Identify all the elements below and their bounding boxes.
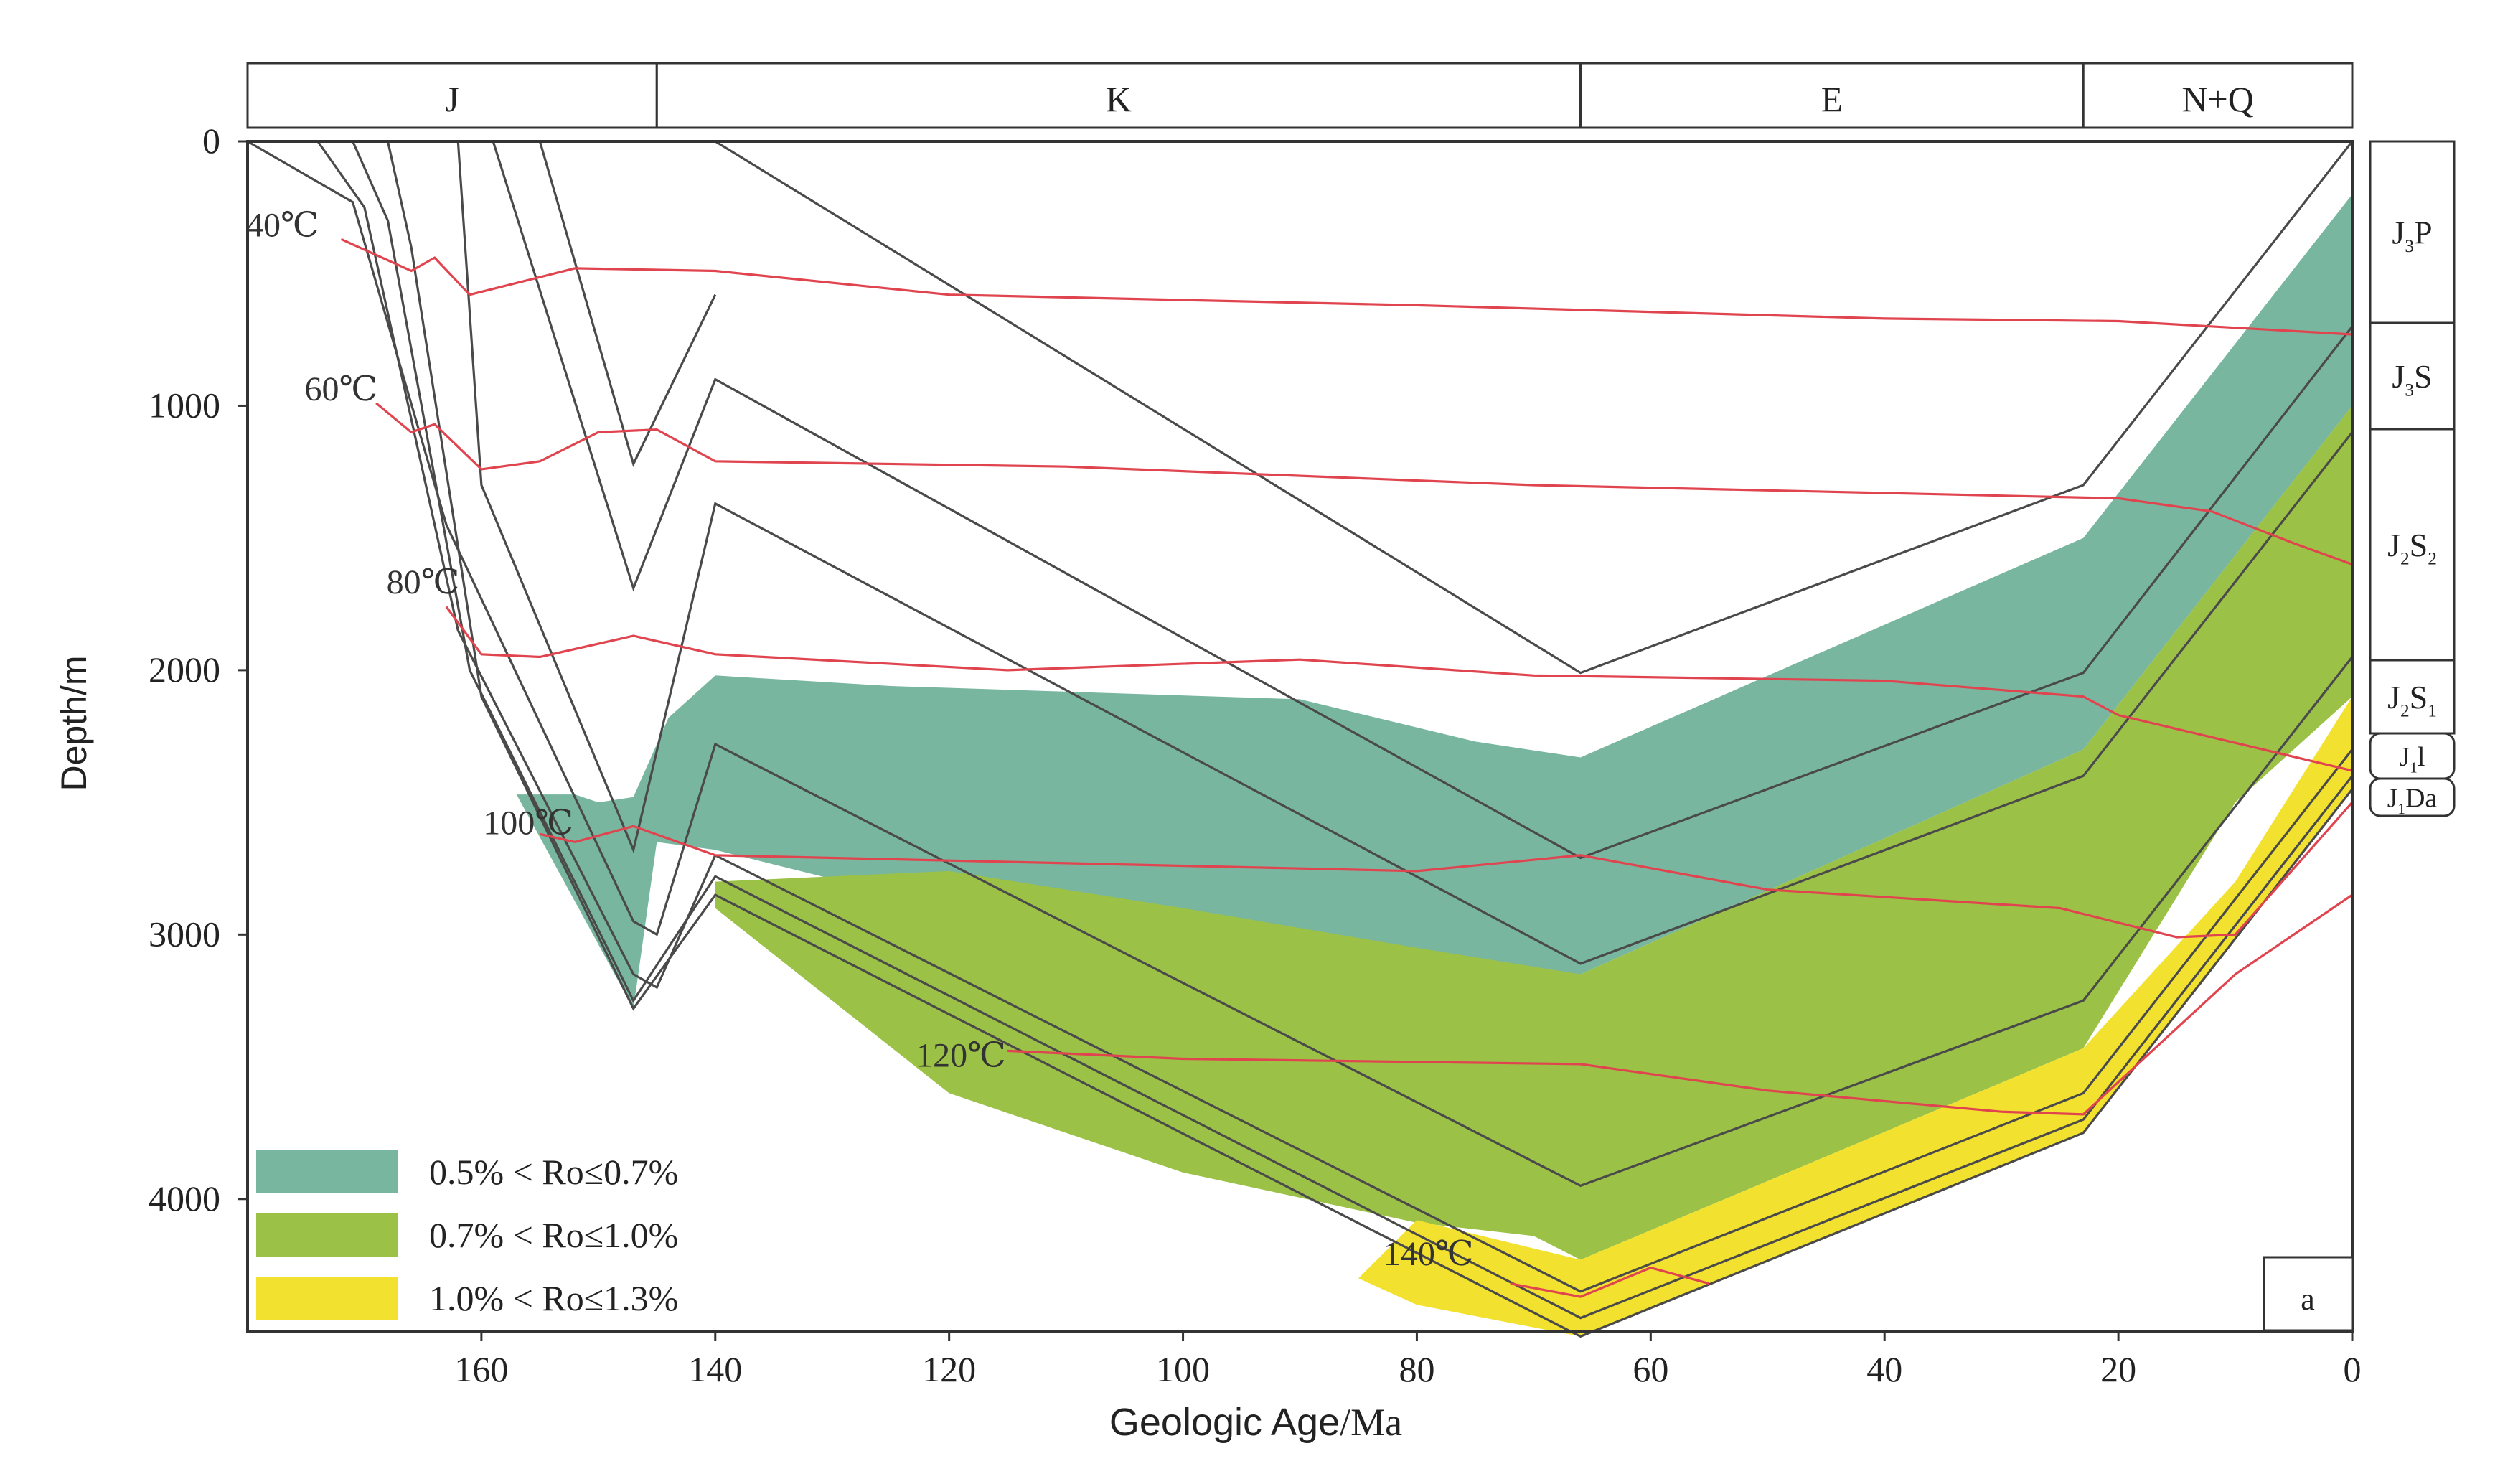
isotherm-lines: 40℃ 60℃ 80℃ 100℃ 120℃ 140℃ [246,207,2354,1298]
formation-box-j3p [2369,140,2456,324]
legend-swatch-3 [256,1277,398,1320]
burial-history-lines [247,140,2354,1338]
period-label-e: E [1821,79,1843,119]
burial-line-5 [456,141,2354,965]
period-label-k: K [1106,79,1132,119]
isotherm-label-5: 120℃ [916,1037,1006,1075]
isotherm-label-1: 40℃ [246,207,319,245]
isotherm-label-3: 80℃ [387,563,460,601]
burial-line-8 [714,140,2354,675]
x-tick-label-120: 120 [922,1349,976,1389]
x-tick-label-80: 80 [1399,1349,1434,1389]
formation-box-j3s [2369,321,2456,431]
isotherm-100-line [540,802,2354,939]
formation-label-j2s1: J2S1 [2387,679,2437,721]
legend-label-2: 0.7% < Ro≤1.0% [429,1215,678,1255]
x-axis: 160 140 120 100 80 60 40 20 0 [454,1331,2362,1389]
formation-label-j1l: J1l [2400,742,2425,776]
formation-box-j1da [2369,777,2456,817]
y-tick-label-0: 0 [202,121,220,161]
isotherm-label-2: 60℃ [305,370,378,408]
panel-label: a [2301,1282,2315,1317]
formation-label-j1da: J1Da [2387,783,2438,817]
period-box-j [246,62,658,129]
x-tick-label-40: 40 [1866,1349,1902,1389]
period-box-e [1579,62,2085,129]
isotherm-140-line [1510,1266,1710,1298]
formation-box-j2s2 [2369,428,2456,662]
x-tick-label-0: 0 [2344,1349,2362,1389]
x-axis-title-main: Geologic Age [1109,1401,1340,1444]
y-axis-title: Depth/m [54,656,94,792]
period-label-n-q: N+Q [2181,79,2253,119]
period-label-j: J [445,79,459,119]
plot-frame [246,140,2354,1333]
x-tick-label-140: 140 [688,1349,742,1389]
isotherm-60-line [375,402,2353,566]
period-box-k [655,62,1582,129]
isotherm-40-line [340,238,2353,336]
formation-label-j2s2: J2S2 [2387,527,2437,569]
formation-label-j3p: J3P [2392,215,2432,257]
burial-line-4 [386,141,2354,1338]
period-box-n-q [2082,62,2354,129]
ro-zone-2 [715,405,2352,1260]
legend-swatch-2 [256,1213,398,1257]
burial-line-7 [538,141,717,467]
burial-line-6 [492,141,2354,860]
ro-zone-1 [516,194,2352,1009]
burial-line-1 [247,140,2354,1188]
y-tick-label-3000: 3000 [149,914,220,954]
period-header: J K E N+Q [246,62,2354,129]
x-axis-title-unit: /Ma [1340,1401,1402,1444]
y-tick-label-4000: 4000 [149,1178,220,1218]
y-axis: 0 1000 2000 3000 4000 [149,121,248,1218]
isotherm-label-4: 100℃ [483,804,573,842]
burial-line-2 [316,141,2354,1293]
formation-box-j2s1 [2369,659,2456,735]
y-tick-label-1000: 1000 [149,385,220,425]
legend: 0.5% < Ro≤0.7% 0.7% < Ro≤1.0% 1.0% < Ro≤1.… [251,1112,768,1328]
x-tick-label-160: 160 [454,1349,508,1389]
x-tick-label-20: 20 [2100,1349,2136,1389]
isotherm-label-6: 140℃ [1384,1235,1474,1273]
legend-swatch-1 [256,1150,398,1193]
ro-zone-fills [516,194,2352,1337]
x-axis-title: Geologic Age/Ma [1109,1401,1402,1444]
isotherm-120-line [1007,893,2353,1116]
burial-line-3 [352,141,2354,1320]
y-tick-label-2000: 2000 [149,649,220,690]
x-tick-label-100: 100 [1156,1349,1210,1389]
legend-label-1: 0.5% < Ro≤0.7% [429,1152,678,1192]
isotherm-80-line [445,606,2353,772]
formation-column: J3P J3S J2S2 J2S1 J1l J1Da [2369,140,2456,817]
x-tick-label-60: 60 [1633,1349,1668,1389]
formation-label-j3s: J3S [2392,358,2432,400]
legend-label-3: 1.0% < Ro≤1.3% [429,1278,678,1318]
panel-label-box: a [2263,1256,2354,1332]
